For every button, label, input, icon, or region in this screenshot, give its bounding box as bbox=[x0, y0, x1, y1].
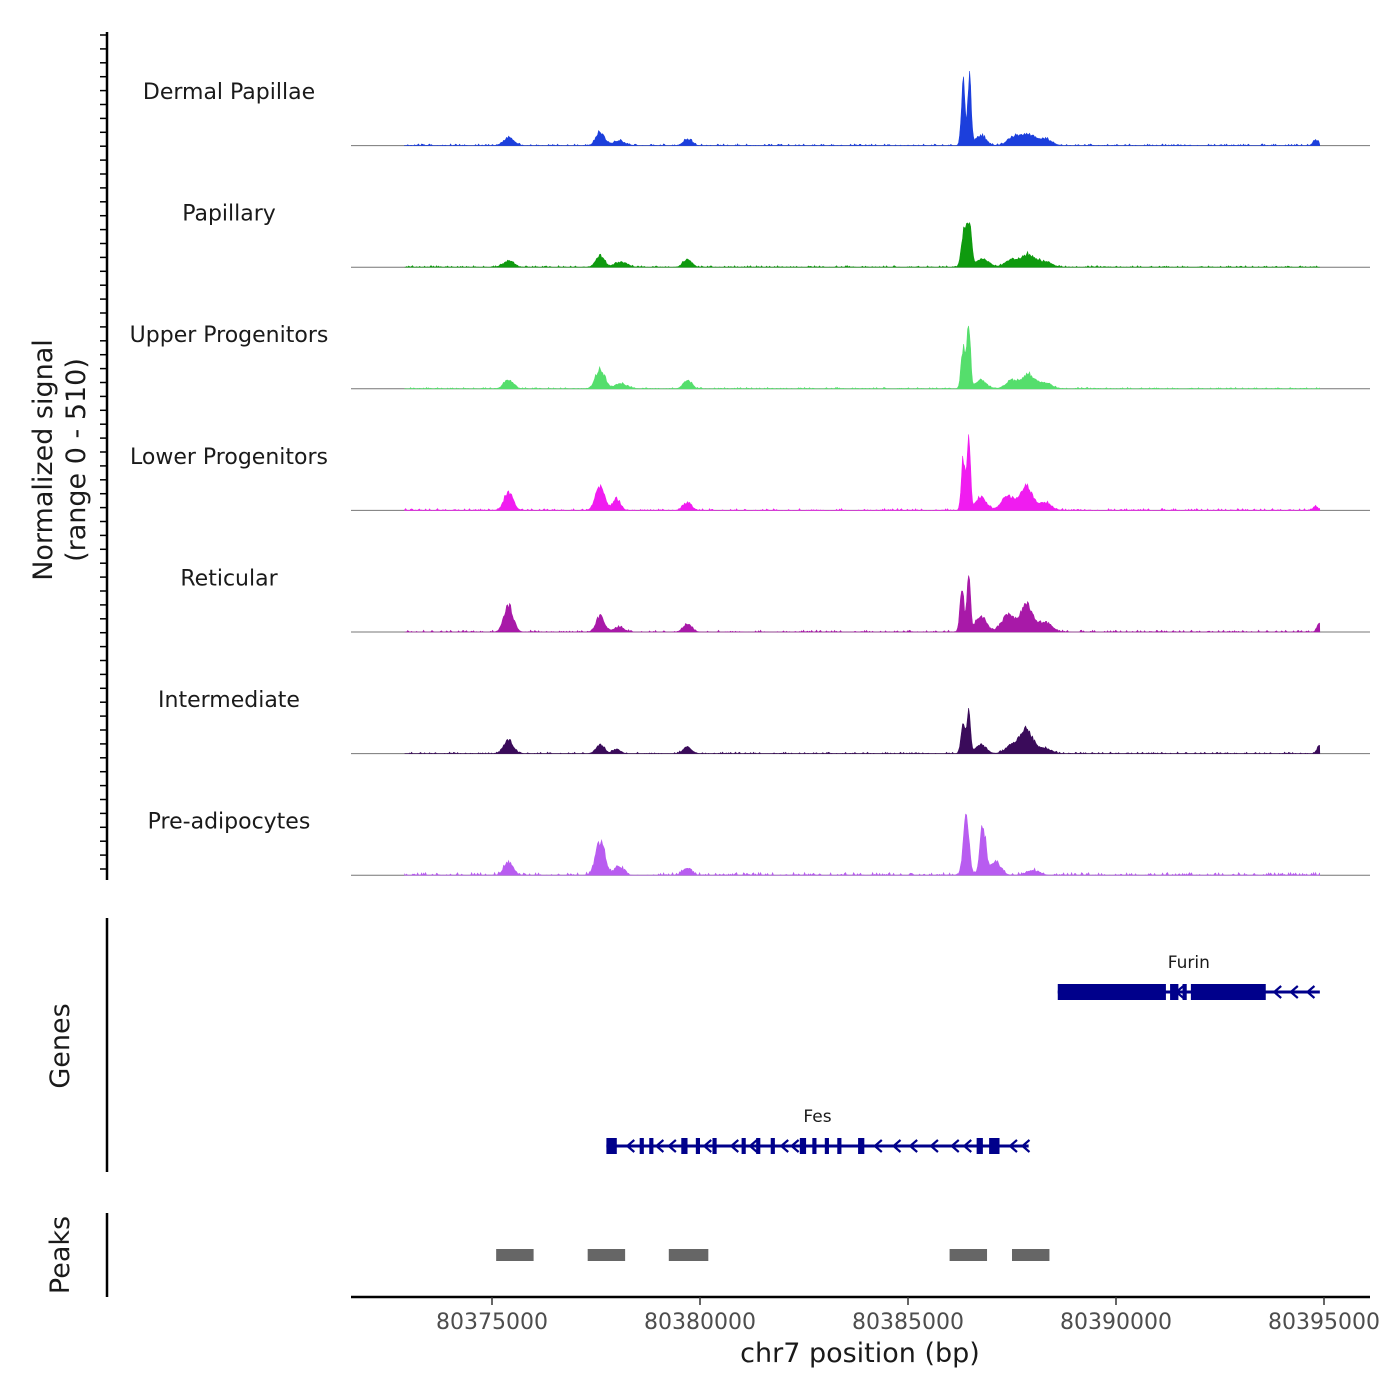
strand-arrow bbox=[779, 1139, 789, 1153]
strand-arrow bbox=[950, 1139, 960, 1153]
x-tick-label: 80380000 bbox=[644, 1310, 756, 1335]
x-ticks: 80375000 80380000 80385000 80390000 80395000 bbox=[436, 1297, 1380, 1335]
track-label: Reticular bbox=[180, 566, 278, 591]
peak-region bbox=[587, 1249, 626, 1261]
y-axis-title: Normalized signal (range 0 - 510) bbox=[28, 339, 92, 581]
track-labels: Dermal Papillae Papillary Upper Progenitor… bbox=[130, 80, 329, 835]
y-axis-title-line1: Normalized signal bbox=[28, 339, 59, 581]
strand-arrow bbox=[748, 1139, 758, 1153]
strand-arrow bbox=[667, 1139, 677, 1153]
signal-area bbox=[404, 70, 1321, 147]
track-intermediate bbox=[351, 707, 1370, 755]
strand-arrow bbox=[654, 1139, 665, 1153]
gene-exon bbox=[681, 1138, 688, 1154]
track-label: Pre-adipocytes bbox=[148, 810, 311, 835]
x-tick-label: 80395000 bbox=[1268, 1310, 1380, 1335]
signal-y-axis bbox=[100, 32, 109, 880]
peaks-panel-label: Peaks bbox=[45, 1216, 76, 1294]
peaks-panel: Peaks bbox=[45, 1213, 1050, 1297]
gene-exon bbox=[837, 1138, 842, 1154]
x-tick-label: 80390000 bbox=[1060, 1310, 1172, 1335]
genes-panel: Genes Furin Fes bbox=[45, 918, 1320, 1172]
gene-exon bbox=[695, 1138, 700, 1154]
track-pre-adipocytes bbox=[351, 813, 1370, 877]
gene-exon bbox=[1170, 984, 1179, 1000]
x-tick-label: 80375000 bbox=[436, 1310, 548, 1335]
gene-exon bbox=[741, 1138, 746, 1154]
gene-fes: Fes bbox=[606, 1107, 1031, 1154]
gene-exon bbox=[1057, 984, 1166, 1000]
track-label: Intermediate bbox=[158, 688, 300, 713]
peak-region bbox=[668, 1249, 709, 1261]
strand-arrow bbox=[1305, 985, 1316, 999]
track-label: Upper Progenitors bbox=[130, 323, 329, 348]
signal-area bbox=[404, 575, 1321, 633]
strand-arrow bbox=[1289, 985, 1299, 999]
signal-area bbox=[404, 325, 1321, 390]
strand-arrow bbox=[729, 1139, 739, 1153]
signal-area bbox=[404, 222, 1320, 268]
gene-exon bbox=[824, 1138, 829, 1154]
strand-arrow bbox=[789, 1139, 800, 1153]
strand-arrow bbox=[929, 1139, 939, 1153]
gene-exon bbox=[756, 1138, 761, 1154]
y-axis-title-line2: (range 0 - 510) bbox=[61, 358, 92, 562]
strand-arrow bbox=[625, 1139, 635, 1153]
track-papillary bbox=[351, 222, 1370, 268]
strand-arrow bbox=[891, 1139, 902, 1153]
track-dermal-papillae bbox=[351, 70, 1370, 147]
gene-exon bbox=[989, 1138, 1000, 1154]
x-axis-title: chr7 position (bp) bbox=[740, 1338, 980, 1369]
strand-arrow bbox=[1174, 985, 1185, 999]
gene-exon bbox=[606, 1138, 617, 1154]
strand-arrow bbox=[908, 1139, 918, 1153]
peak-regions bbox=[496, 1249, 1050, 1261]
gene-exon bbox=[976, 1138, 983, 1154]
gene-exon bbox=[649, 1138, 654, 1154]
genes-panel-label: Genes bbox=[45, 1003, 76, 1088]
gene-models: Furin Fes bbox=[606, 953, 1320, 1154]
signal-area bbox=[404, 434, 1321, 511]
strand-arrow bbox=[962, 1139, 972, 1153]
track-upper-progenitors bbox=[351, 325, 1370, 390]
track-label: Papillary bbox=[182, 202, 276, 227]
gene-exon bbox=[712, 1138, 717, 1154]
gene-label: Fes bbox=[803, 1107, 831, 1127]
track-lower-progenitors bbox=[351, 434, 1370, 511]
gene-label: Furin bbox=[1168, 953, 1210, 973]
signal-tracks bbox=[351, 70, 1370, 877]
x-tick-label: 80385000 bbox=[852, 1310, 964, 1335]
signal-area bbox=[404, 707, 1321, 755]
track-reticular bbox=[351, 575, 1370, 633]
gene-exon bbox=[770, 1138, 775, 1154]
gene-exon bbox=[1190, 984, 1266, 1000]
strand-arrow bbox=[702, 1139, 712, 1153]
peak-region bbox=[496, 1249, 534, 1261]
gene-furin: Furin bbox=[1057, 953, 1320, 1000]
gene-exon bbox=[1182, 984, 1187, 1000]
gene-exon bbox=[858, 1138, 865, 1154]
strand-arrow bbox=[1020, 1139, 1031, 1153]
x-axis: 80375000 80380000 80385000 80390000 80395000… bbox=[351, 1295, 1380, 1369]
peak-region bbox=[949, 1249, 988, 1261]
strand-arrow bbox=[1272, 985, 1282, 999]
strand-arrow bbox=[873, 1139, 883, 1153]
gene-exon bbox=[812, 1138, 817, 1154]
track-label: Lower Progenitors bbox=[130, 445, 328, 470]
peak-region bbox=[1012, 1249, 1050, 1261]
track-label: Dermal Papillae bbox=[143, 80, 315, 105]
signal-area bbox=[404, 813, 1321, 877]
strand-arrow bbox=[1008, 1139, 1018, 1153]
gene-exon bbox=[799, 1138, 807, 1154]
gene-exon bbox=[639, 1138, 644, 1154]
